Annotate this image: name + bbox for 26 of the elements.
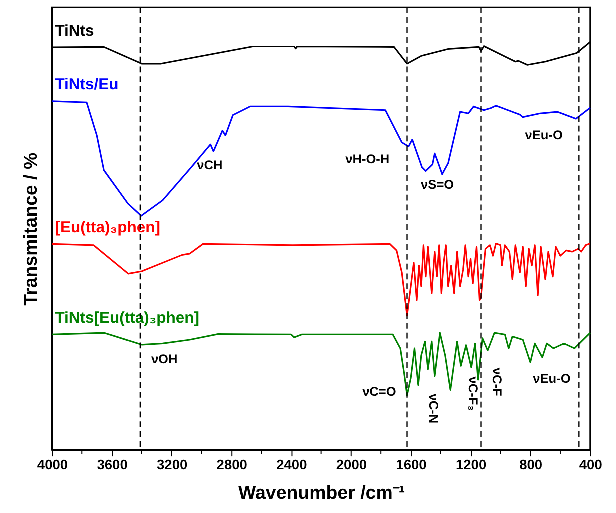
x-tick-label: 2000 xyxy=(336,457,368,472)
series-label: TiNts xyxy=(55,22,95,40)
x-tick-label: 2400 xyxy=(276,457,308,472)
x-tick-label: 3200 xyxy=(156,457,188,472)
annotation: νC-F₃ xyxy=(466,376,482,412)
annotation: νS=O xyxy=(421,176,454,192)
series-label: TiNts/Eu xyxy=(55,76,119,94)
series-label: [Eu(tta)₃phen] xyxy=(55,219,160,236)
x-tick-label: 3600 xyxy=(97,457,128,472)
annotation: νCH xyxy=(197,157,223,172)
x-tick-label: 800 xyxy=(520,457,543,472)
x-tick-label: 1600 xyxy=(396,457,428,472)
series-label: TiNts[Eu(tta)₃phen] xyxy=(55,310,200,327)
x-tick-label: 1200 xyxy=(456,457,487,472)
annotation: νEu-O xyxy=(533,371,571,386)
annotation: νEu-O xyxy=(525,128,563,143)
x-tick-label: 400 xyxy=(579,457,603,472)
x-axis-title: Wavenumber /cm⁻¹ xyxy=(238,482,406,503)
annotation: νOH xyxy=(151,351,178,366)
y-axis-title: Transmitance / % xyxy=(20,152,41,306)
annotation: νH-O-H xyxy=(346,151,390,166)
annotation: νC-F xyxy=(490,368,505,397)
annotation: νC=O xyxy=(362,384,396,399)
x-tick-label: 4000 xyxy=(37,457,68,472)
x-tick-label: 2800 xyxy=(216,457,248,472)
annotation: νC-N xyxy=(426,394,442,424)
